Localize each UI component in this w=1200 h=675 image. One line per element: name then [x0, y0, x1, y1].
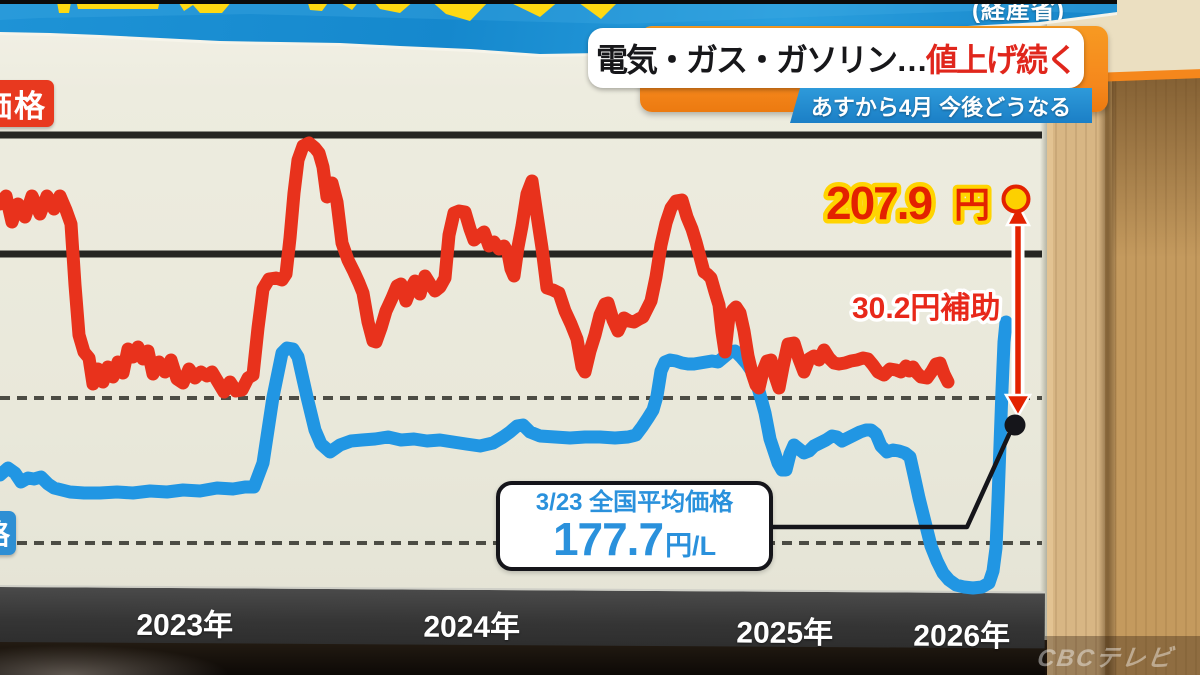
- x-label-2026: 2026年: [913, 619, 1011, 654]
- chart-board-edge: [1040, 0, 1047, 648]
- wood-shadow: [1112, 78, 1200, 258]
- current-price-date-label: 3/23 全国平均価格: [535, 488, 734, 516]
- price-badge-bottom-left: 格: [0, 511, 16, 555]
- current-price-callout: 3/23 全国平均価格 177.7 円/L: [496, 481, 773, 571]
- floor-reflection: [0, 645, 230, 675]
- price-badge-text: 価格: [0, 89, 47, 124]
- x-label-2024: 2024年: [423, 610, 521, 645]
- headline-text-red: 値上げ続く: [926, 42, 1078, 78]
- wood-bottom-shadow: [1045, 636, 1200, 675]
- headline-text-black: 電気・ガス・ガソリン…: [595, 42, 928, 78]
- price-badge-bottom-text: 格: [0, 513, 10, 553]
- x-label-2025: 2025年: [736, 616, 834, 651]
- price-badge-top-left: 価格: [0, 80, 54, 127]
- x-label-2023: 2023年: [136, 608, 234, 643]
- station-watermark: CBCテレビ: [1035, 645, 1176, 672]
- source-agency-note: (経産省): [972, 0, 1065, 24]
- sub-headline-text: あすから4月 今後どうなる: [810, 94, 1072, 120]
- headline-card: 電気・ガス・ガソリン… 値上げ続く: [588, 28, 1084, 88]
- current-price-unit: 円/L: [665, 531, 717, 562]
- x-axis-bar: 2023年 2024年 2025年 2026年: [0, 585, 1045, 653]
- screen-top-edge: [0, 0, 1117, 4]
- current-price-number: 177.7: [552, 513, 664, 566]
- sub-headline-banner: あすから4月 今後どうなる: [790, 88, 1092, 123]
- wood-seam: [1098, 0, 1116, 675]
- current-price-value: 177.7 円/L: [553, 516, 716, 562]
